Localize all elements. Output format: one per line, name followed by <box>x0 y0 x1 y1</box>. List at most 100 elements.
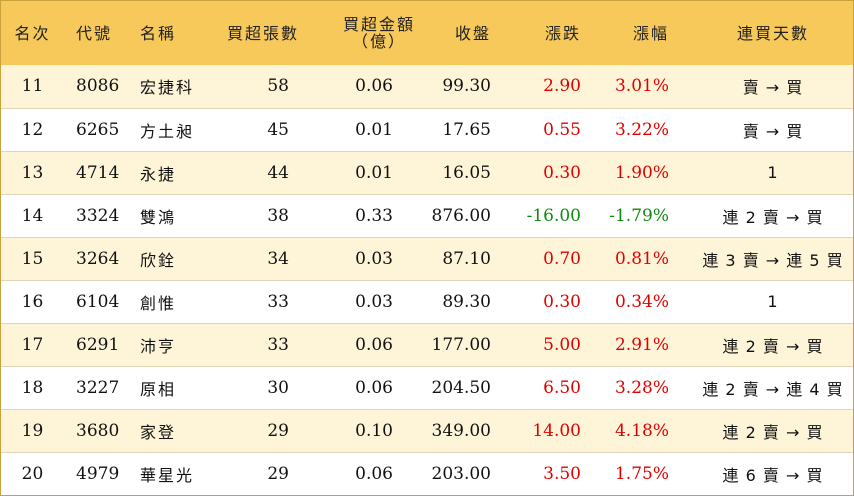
header-net-buy-volume: 買超張數 <box>226 23 299 43</box>
close-price-cell: 16.05 <box>423 150 513 194</box>
net-buy-volume-cell: 29 <box>214 451 317 495</box>
table-row: 19 3680 家登 29 0.10 349.00 14.00 4.18% 連 2 賣 → 買 <box>1 408 853 452</box>
net-buy-amount-cell: 0.06 <box>317 365 423 409</box>
net-buy-volume-cell: 45 <box>214 107 317 151</box>
net-buy-amount-cell: 0.33 <box>317 193 423 237</box>
close-price-cell: 99.30 <box>442 76 491 97</box>
header-amount-line1: 買超金額 <box>342 15 415 34</box>
table-row: 20 4979 華星光 29 0.06 203.00 3.50 1.75% 連 6 賣 → 買 <box>1 451 853 495</box>
header-change: 漲跌 <box>544 23 581 43</box>
table-row: 11 8086 宏捷科 58 0.06 99.30 2.90 3.01% 賣 → 買 <box>1 65 853 108</box>
change-pct-cell: -1.79% <box>603 193 693 237</box>
stock-name-cell: 創惟 <box>132 279 214 323</box>
net-buy-volume-cell: 34 <box>214 236 317 280</box>
table-body: 11 8086 宏捷科 58 0.06 99.30 2.90 3.01% 賣 → 買 12 6265… <box>1 65 853 495</box>
stock-code-cell: 4714 <box>64 150 132 194</box>
rank-cell: 13 <box>1 150 64 194</box>
table-header-row: 名次 代號 名稱 買超張數 買超金額 （億） 收盤 漲跌 漲幅 連買天數 <box>1 1 853 65</box>
consecutive-days-cell: 連 2 賣 → 連 4 買 <box>693 365 853 409</box>
change-pct-cell: 0.81% <box>603 236 693 280</box>
rank-cell: 15 <box>1 236 64 280</box>
price-change-cell: 6.50 <box>513 365 603 409</box>
stock-name-cell: 雙鴻 <box>132 193 214 237</box>
header-amount-line2: （億） <box>351 32 406 51</box>
table-row: 14 3324 雙鴻 38 0.33 876.00 -16.00 -1.79% 連 2 賣 → … <box>1 193 853 237</box>
stock-name-cell: 宏捷科 <box>140 78 195 98</box>
price-change-cell: 2.90 <box>543 76 581 97</box>
consecutive-days-cell: 1 <box>693 279 853 323</box>
net-buy-volume-cell: 33 <box>214 279 317 323</box>
stock-code-cell: 3324 <box>64 193 132 237</box>
change-pct-cell: 4.18% <box>603 408 693 452</box>
net-buy-volume-cell: 58 <box>267 76 289 97</box>
header-change-pct: 漲幅 <box>632 23 669 43</box>
net-buy-amount-cell: 0.03 <box>317 279 423 323</box>
close-price-cell: 204.50 <box>423 365 513 409</box>
header-close: 收盤 <box>454 23 491 43</box>
rank-cell: 12 <box>1 107 64 151</box>
header-name: 名稱 <box>140 23 177 43</box>
net-buy-volume-cell: 44 <box>214 150 317 194</box>
stock-code-cell: 3227 <box>64 365 132 409</box>
stock-code-cell: 6104 <box>64 279 132 323</box>
header-consecutive-days: 連買天數 <box>736 23 809 43</box>
rank-cell: 17 <box>1 322 64 366</box>
change-pct-cell: 3.01% <box>614 76 669 97</box>
stock-code-cell: 3264 <box>64 236 132 280</box>
price-change-cell: 3.50 <box>513 451 603 495</box>
close-price-cell: 87.10 <box>423 236 513 280</box>
consecutive-days-cell: 連 2 賣 → 買 <box>693 408 853 452</box>
stock-name-cell: 方土昶 <box>132 107 214 151</box>
price-change-cell: -16.00 <box>513 193 603 237</box>
price-change-cell: 5.00 <box>513 322 603 366</box>
net-buy-amount-cell: 0.03 <box>317 236 423 280</box>
header-rank: 名次 <box>14 23 51 43</box>
net-buy-amount-cell: 0.06 <box>355 76 393 97</box>
stock-name-cell: 家登 <box>132 408 214 452</box>
net-buy-volume-cell: 33 <box>214 322 317 366</box>
change-pct-cell: 3.22% <box>603 107 693 151</box>
rank-cell: 16 <box>1 279 64 323</box>
stock-code-cell: 8086 <box>76 76 120 97</box>
table-row: 17 6291 沛亨 33 0.06 177.00 5.00 2.91% 連 2 賣 → 買 <box>1 322 853 366</box>
net-buy-amount-cell: 0.06 <box>317 322 423 366</box>
stock-name-cell: 永捷 <box>132 150 214 194</box>
stock-code-cell: 6265 <box>64 107 132 151</box>
change-pct-cell: 1.90% <box>603 150 693 194</box>
price-change-cell: 0.70 <box>513 236 603 280</box>
rank-cell: 20 <box>1 451 64 495</box>
stock-code-cell: 3680 <box>64 408 132 452</box>
table-row: 12 6265 方土昶 45 0.01 17.65 0.55 3.22% 賣 → 買 <box>1 107 853 151</box>
change-pct-cell: 1.75% <box>603 451 693 495</box>
close-price-cell: 89.30 <box>423 279 513 323</box>
rank-cell: 19 <box>1 408 64 452</box>
consecutive-days-cell: 連 3 賣 → 連 5 買 <box>693 236 853 280</box>
table-row: 15 3264 欣銓 34 0.03 87.10 0.70 0.81% 連 3 賣 → 連 5 … <box>1 236 853 280</box>
rank-cell: 18 <box>1 365 64 409</box>
change-pct-cell: 0.34% <box>603 279 693 323</box>
net-buy-volume-cell: 30 <box>214 365 317 409</box>
table-row: 13 4714 永捷 44 0.01 16.05 0.30 1.90% 1 <box>1 150 853 194</box>
stock-name-cell: 原相 <box>132 365 214 409</box>
rank-cell: 11 <box>21 76 44 97</box>
consecutive-days-cell: 連 2 賣 → 買 <box>693 193 853 237</box>
header-code: 代號 <box>76 23 113 43</box>
consecutive-days-cell: 連 6 賣 → 買 <box>693 451 853 495</box>
close-price-cell: 203.00 <box>423 451 513 495</box>
net-buy-amount-cell: 0.01 <box>317 107 423 151</box>
net-buy-volume-cell: 29 <box>214 408 317 452</box>
stock-name-cell: 欣銓 <box>132 236 214 280</box>
stock-name-cell: 華星光 <box>132 451 214 495</box>
change-pct-cell: 3.28% <box>603 365 693 409</box>
price-change-cell: 0.30 <box>513 279 603 323</box>
net-buy-volume-cell: 38 <box>214 193 317 237</box>
price-change-cell: 0.55 <box>513 107 603 151</box>
table-row: 16 6104 創惟 33 0.03 89.30 0.30 0.34% 1 <box>1 279 853 323</box>
net-buy-amount-cell: 0.01 <box>317 150 423 194</box>
net-buy-amount-cell: 0.06 <box>317 451 423 495</box>
table-row: 18 3227 原相 30 0.06 204.50 6.50 3.28% 連 2 賣 → 連 4… <box>1 365 853 409</box>
consecutive-days-cell: 連 2 賣 → 買 <box>693 322 853 366</box>
consecutive-days-cell: 1 <box>693 150 853 194</box>
